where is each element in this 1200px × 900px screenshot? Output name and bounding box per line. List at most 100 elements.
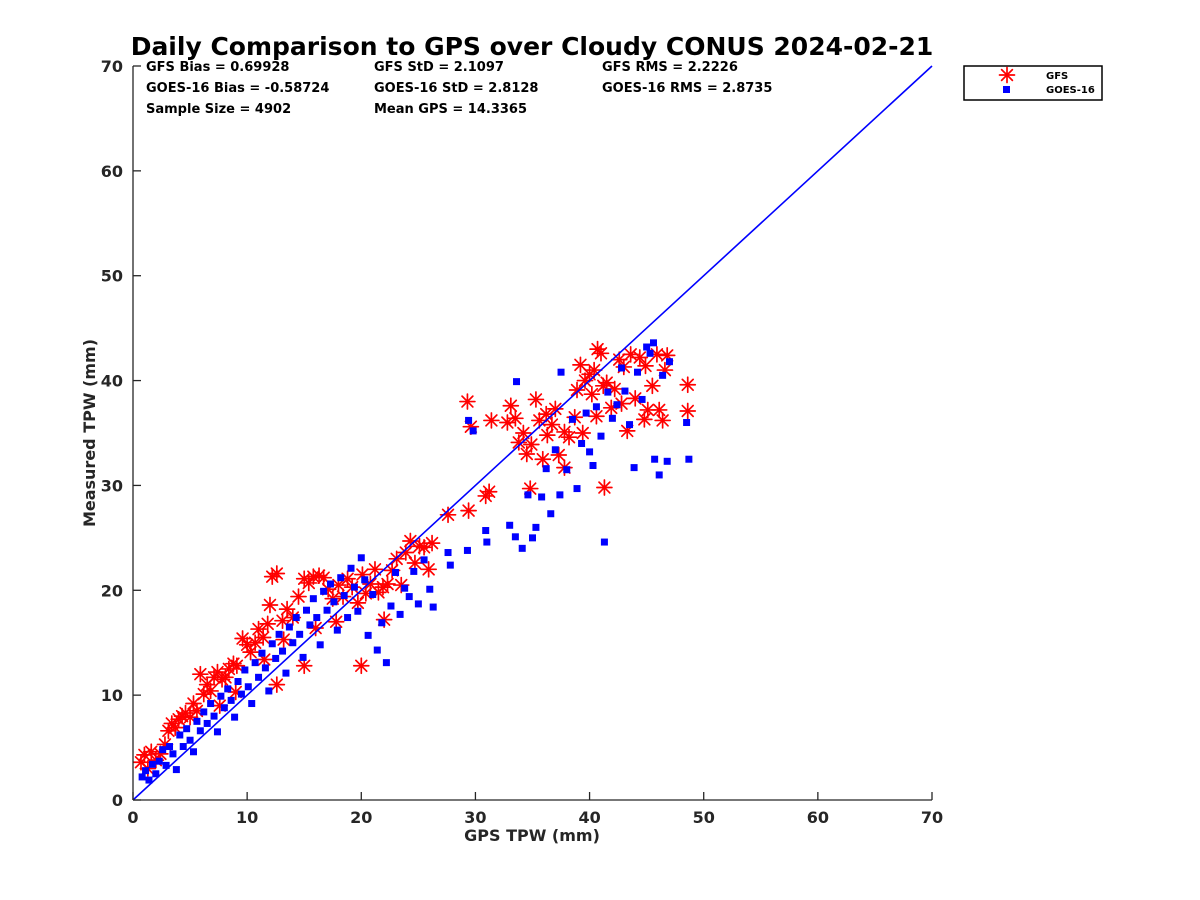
goes-point [655,471,663,479]
gfs-point [588,407,605,425]
goes-point [145,776,153,784]
goes-point [292,614,300,622]
stat-goes-std: GOES-16 StD = 2.8128 [374,81,538,96]
goes-point [589,462,597,470]
goes-point [166,743,174,751]
gfs-point [499,414,516,431]
goes-point [207,700,215,708]
stat-gfs-rms: GFS RMS = 2.2226 [602,60,738,75]
stat-gfs-bias: GFS Bias = 0.69928 [146,60,289,75]
goes-point [224,685,232,693]
gfs-point [315,569,332,587]
goes-point [255,673,263,681]
goes-point [138,773,146,781]
gfs-point [523,436,540,453]
goes-point [463,546,471,554]
goes-point [556,491,564,499]
gfs-point [460,502,477,519]
legend-gfs-marker [998,66,1016,84]
goes-point [200,708,208,716]
y-tick-label: 30 [101,476,123,495]
goes-point [469,427,477,435]
stat-goes-rms: GOES-16 RMS = 2.8735 [602,81,772,96]
goes-point [405,593,413,601]
goes-point [302,606,310,614]
goes-point [683,419,691,427]
goes-point [685,455,693,463]
x-tick-label: 20 [350,808,372,827]
goes-point [316,641,324,649]
gfs-point [366,560,384,578]
goes-point [268,640,276,648]
goes-point [152,770,160,778]
goes-point [333,626,341,634]
goes-point [659,371,667,379]
gfs-point [261,596,279,614]
legend-goes-marker [1003,86,1010,93]
goes-point [643,343,651,351]
goes-point [309,595,317,603]
gfs-point [654,412,671,429]
gfs-point [290,588,307,605]
y-tick-label: 50 [101,267,123,286]
x-tick-label: 70 [921,808,943,827]
gfs-point [420,560,437,578]
gfs-point [379,575,396,593]
gfs-point [534,450,552,468]
goes-point [210,712,218,720]
goes-point [557,368,565,376]
goes-point [568,415,576,423]
goes-point [251,659,259,667]
goes-point [369,590,377,598]
y-tick-label: 60 [101,162,123,181]
goes-point [563,466,571,474]
gfs-point [202,682,219,700]
goes-point [285,623,293,631]
goes-point [597,432,605,440]
gfs-point [568,381,586,399]
gfs-point [583,385,601,403]
goes-point [465,416,473,424]
stat-mean-gps: Mean GPS = 14.3365 [374,102,527,117]
goes-point [313,614,321,622]
gfs-point [574,424,592,442]
goes-point [282,669,290,677]
gfs-point [268,565,286,582]
x-tick-label: 50 [693,808,715,827]
reference-line-layer [132,65,933,801]
goes-point [532,523,540,531]
goes-point [354,607,362,615]
goes-point [547,510,555,518]
x-tick-label: 10 [236,808,258,827]
goes-point [429,603,437,611]
goes-point [279,647,287,655]
goes-point [361,576,369,584]
goes-point [350,583,358,591]
goes-point [227,696,235,704]
goes-point [217,692,225,700]
gfs-point [596,479,613,496]
gfs-point [650,401,668,419]
gfs-point [679,402,697,420]
stat-goes-bias: GOES-16 Bias = -0.58724 [146,81,329,96]
goes-point [604,388,612,396]
x-tick-label: 0 [127,808,138,827]
goes-point [621,387,629,395]
goes-point [289,639,297,647]
gfs-point [160,722,177,740]
y-tick-label: 20 [101,581,123,600]
gfs-point [618,422,636,440]
x-tick-label: 60 [807,808,829,827]
goes-point [337,574,345,582]
y-axis-label: Measured TPW (mm) [80,339,99,527]
goes-point [649,339,657,347]
goes-point [518,544,526,552]
gfs-point [637,357,654,375]
goes-point [203,719,211,727]
goes-point [162,761,170,769]
goes-point [444,549,452,557]
gfs-point [254,629,272,646]
gfs-point [259,615,277,633]
